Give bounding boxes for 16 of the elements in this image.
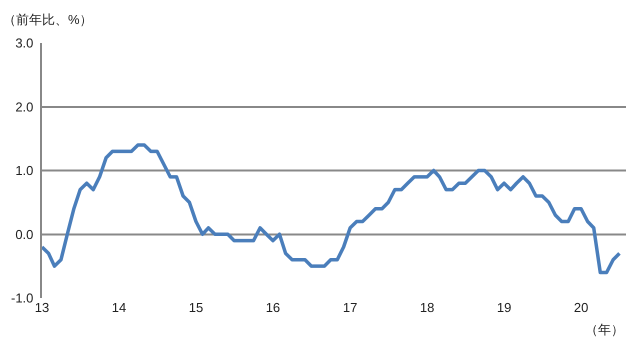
x-tick-label: 17 — [342, 300, 358, 315]
y-axis-title: （前年比、%） — [3, 12, 93, 27]
x-tick-label: 18 — [420, 300, 434, 315]
x-tick-label: 19 — [496, 300, 512, 315]
x-tick-label: 15 — [188, 300, 204, 315]
y-tick-label: -1.0 — [10, 290, 34, 306]
y-tick-label: 2.0 — [15, 99, 34, 114]
x-tick-label: 20 — [574, 300, 588, 315]
x-tick-label: 16 — [266, 300, 280, 315]
y-tick-label: 3.0 — [15, 36, 34, 51]
y-tick-label: 1.0 — [15, 163, 34, 178]
x-axis-title: （年） — [585, 322, 624, 337]
y-tick-label: 0.0 — [15, 226, 34, 242]
x-tick-label: 14 — [112, 300, 126, 315]
x-tick-label: 13 — [34, 300, 50, 315]
line-series — [42, 143, 622, 274]
